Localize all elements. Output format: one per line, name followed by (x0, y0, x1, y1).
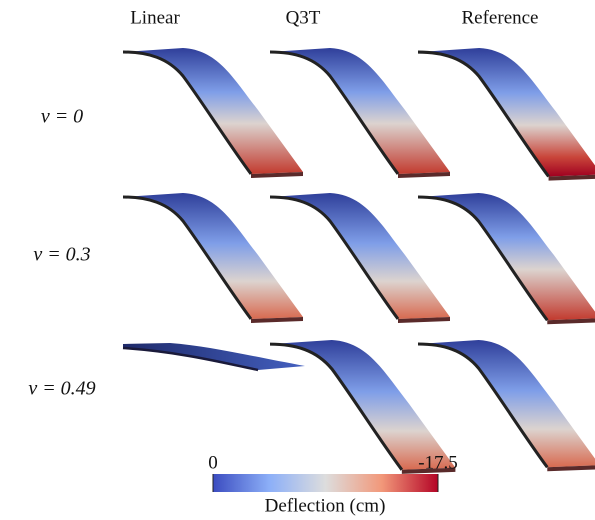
row-label: ν = 0.3 (33, 244, 90, 266)
row-label: ν = 0.49 (28, 378, 95, 400)
beam (123, 193, 303, 323)
column-header: Q3T (286, 7, 321, 28)
figure: Linear Q3T Reference ν = 0 ν = 0.3 ν = 0.49 0… (0, 0, 595, 520)
beam (418, 48, 595, 181)
plots (123, 48, 595, 474)
beam (418, 193, 595, 324)
beam-surface (270, 48, 450, 174)
beam (123, 48, 303, 178)
colorbar-tick-label: -17.5 (418, 452, 458, 473)
beam-surface (270, 193, 450, 319)
colorbar: 0 -17.5 Deflection (cm) (208, 452, 458, 516)
beam-surface (418, 48, 595, 177)
beam-surface (123, 48, 303, 174)
beam (270, 48, 450, 178)
beam-surface (418, 340, 595, 467)
column-header: Reference (462, 7, 539, 28)
beam-surface (123, 193, 303, 319)
row-label: ν = 0 (41, 106, 83, 128)
column-header: Linear (130, 7, 180, 28)
colorbar-gradient (213, 474, 438, 492)
beam-surface (418, 193, 595, 320)
colorbar-tick-label: 0 (208, 452, 218, 473)
beam-surface (123, 343, 305, 370)
beam (270, 193, 450, 323)
beam-surface (270, 340, 455, 470)
colorbar-label: Deflection (cm) (265, 495, 386, 516)
